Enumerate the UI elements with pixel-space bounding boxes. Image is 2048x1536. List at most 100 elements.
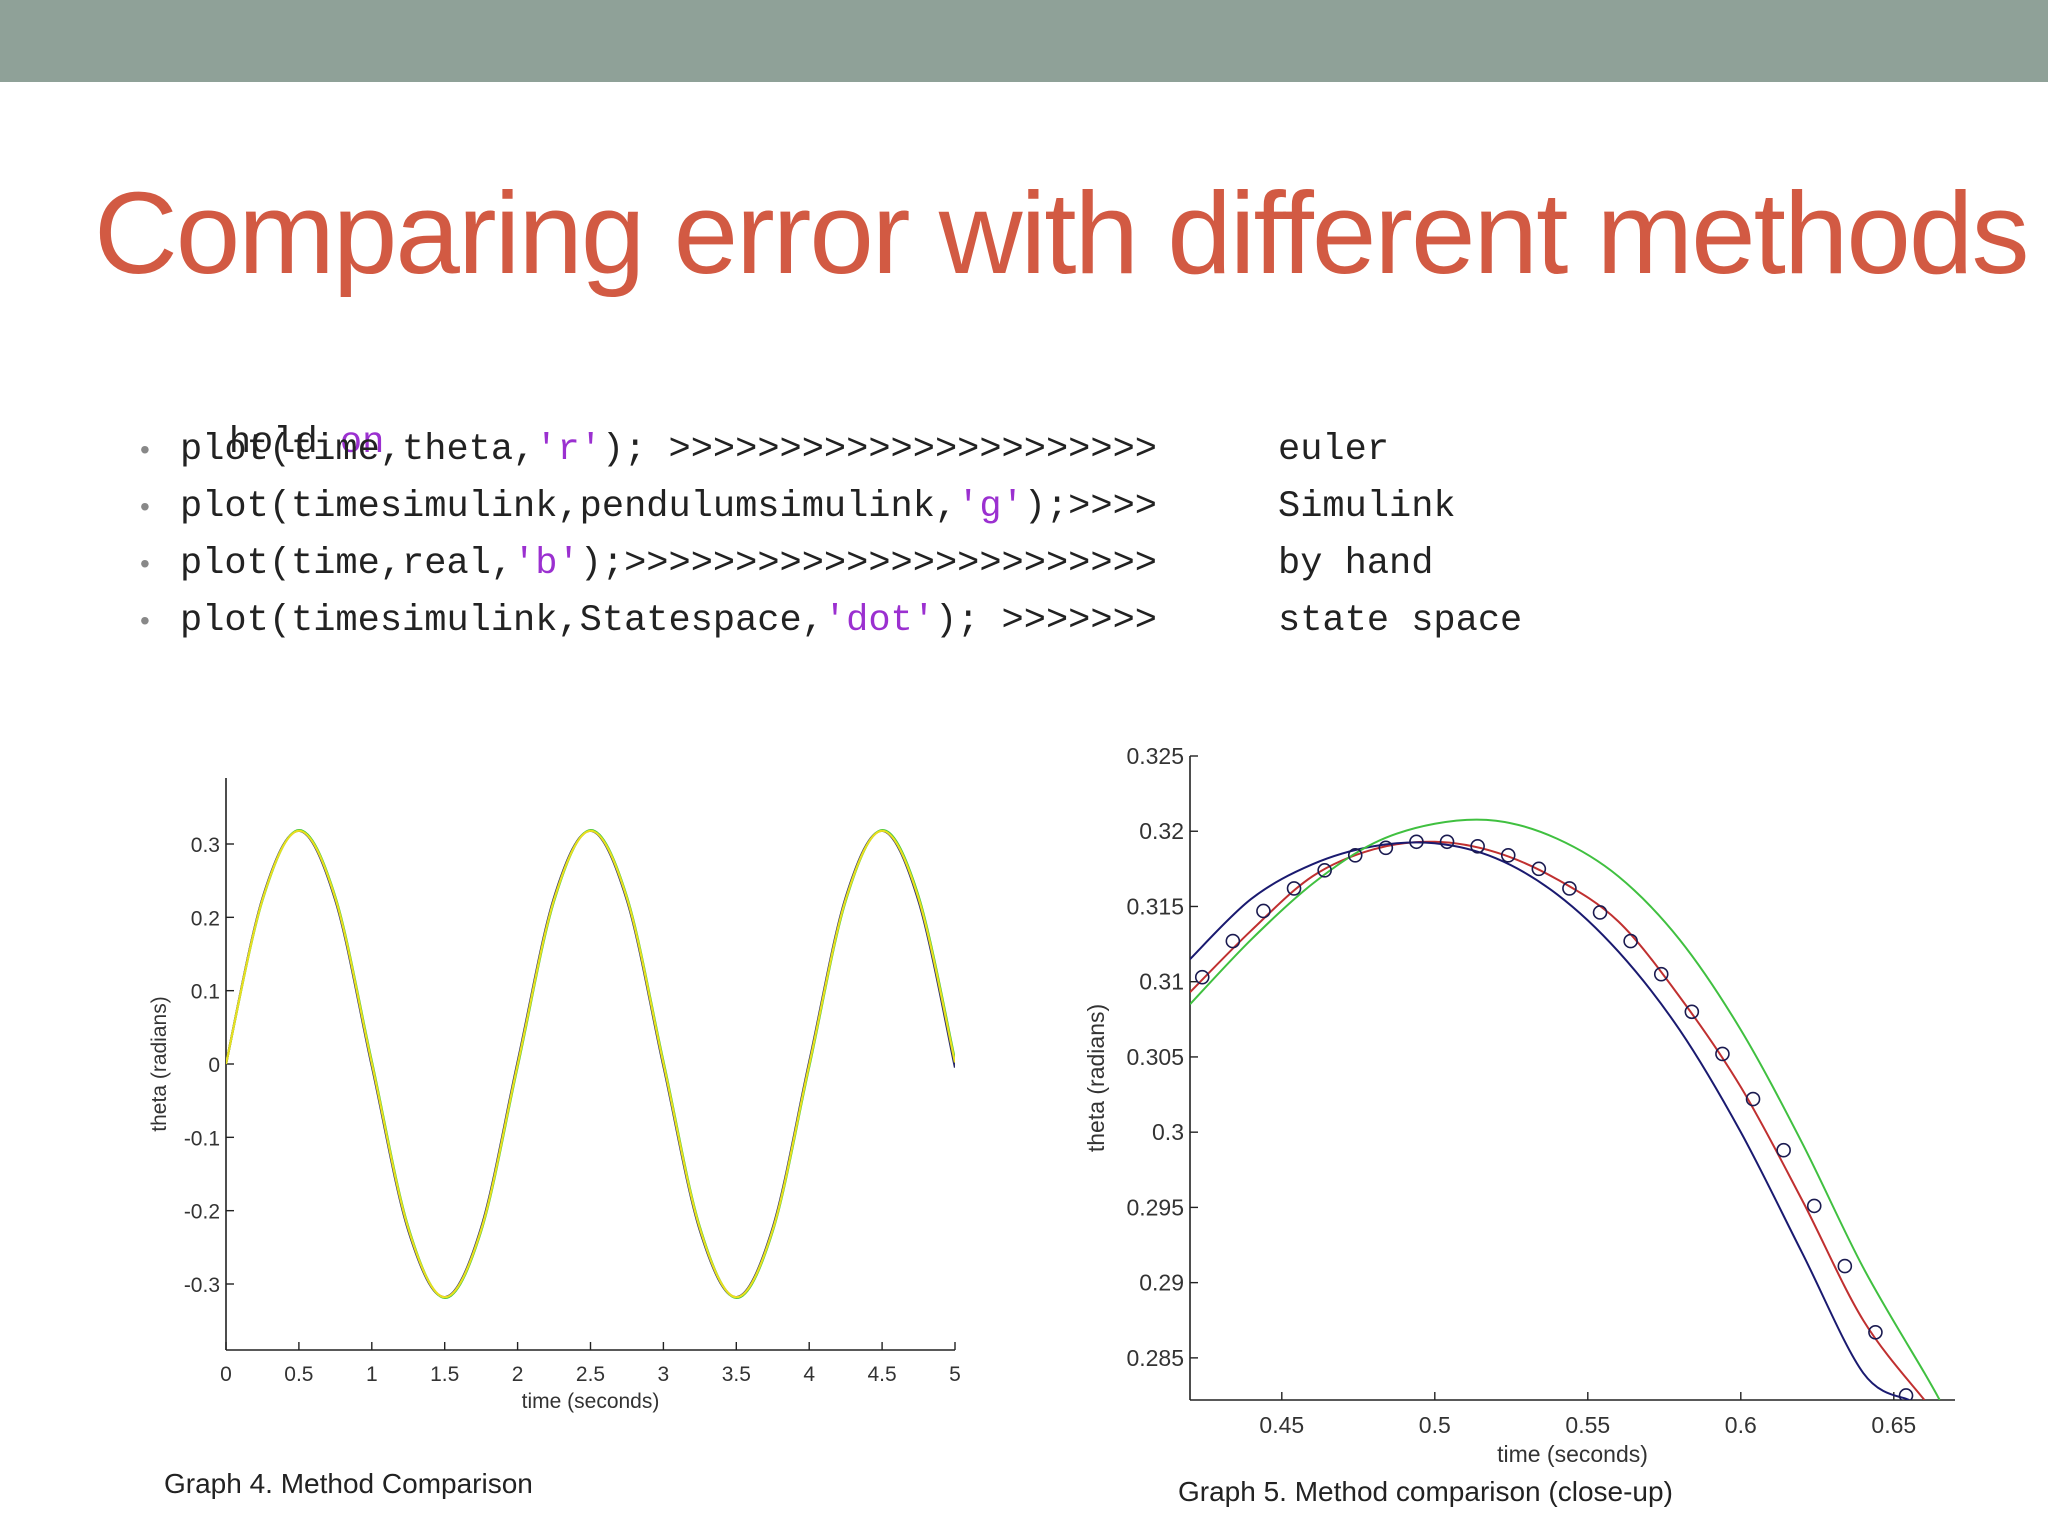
plot-area	[226, 828, 955, 1300]
command-suffix: ); >>>>>>>>>>>>>>>>>>>>>>	[601, 429, 1157, 471]
data-point-marker	[1745, 1091, 1761, 1107]
y-axis-label: theta (radians)	[148, 996, 171, 1131]
command-string-literal: 'b'	[513, 543, 580, 585]
code-line: • plot(timesimulink,Statespace,'dot'); >>…	[140, 596, 1740, 646]
plot-command: plot(timesimulink,Statespace,'dot'); >>>…	[180, 596, 1157, 646]
x-tick-label: 0	[220, 1363, 232, 1386]
command-string-literal: 'r'	[535, 429, 602, 471]
data-point-marker	[1684, 1004, 1700, 1020]
code-line-hold: hold on	[140, 368, 384, 464]
data-point-marker	[1562, 881, 1577, 896]
command-suffix: ); >>>>>>>	[934, 600, 1157, 642]
command-string-literal: 'dot'	[823, 600, 935, 642]
chart-method-comparison-closeup: 0.325 0.32 0.315 0.31 0.305 0.3 0.295 0.29 0.285…	[1083, 743, 1955, 1467]
data-point-marker	[1225, 933, 1241, 949]
data-point-marker	[1653, 966, 1669, 982]
bullet-icon: •	[140, 434, 150, 465]
data-point-marker	[1868, 1324, 1883, 1340]
x-tick-label: 1	[366, 1363, 378, 1386]
command-string-literal: 'g'	[957, 486, 1024, 528]
command-suffix: );>>>>>>>>>>>>>>>>>>>>>>>>	[579, 543, 1157, 585]
data-point-marker	[1715, 1046, 1730, 1062]
y-tick-label: 0.285	[1126, 1345, 1184, 1371]
caption-graph-5: Graph 5. Method comparison (close-up)	[1178, 1476, 1673, 1507]
data-point-marker	[1470, 838, 1485, 854]
y-tick-label: 0.325	[1126, 743, 1184, 769]
data-point-marker	[1409, 834, 1424, 850]
y-tick-label: 0.29	[1139, 1270, 1184, 1296]
method-label: by hand	[1278, 543, 1434, 585]
data-point-marker	[1531, 861, 1547, 877]
data-point-marker	[1194, 969, 1210, 985]
command-suffix: );>>>>	[1023, 486, 1157, 528]
hold-keyword: hold	[228, 422, 318, 464]
x-tick-label: 4	[803, 1363, 815, 1386]
x-tick-label: 3	[658, 1363, 670, 1386]
x-axis-label: time (seconds)	[522, 1390, 660, 1413]
y-tick-label: 0.305	[1126, 1044, 1184, 1070]
method-label: Simulink	[1278, 486, 1456, 528]
y-tick-label: 0.3	[1152, 1119, 1184, 1145]
data-point-marker	[1776, 1142, 1791, 1158]
x-tick-label: 0.55	[1565, 1412, 1610, 1438]
y-tick-label: 0.315	[1126, 893, 1184, 919]
chart-method-comparison: 0.3 0.2 0.1 0 -0.1 -0.2 -0.3 0 0.5 1 1.5 2 2.5 3 3.5 4 4…	[148, 778, 961, 1413]
x-tick-label: 0.5	[1419, 1412, 1451, 1438]
series-line	[226, 829, 955, 1299]
x-tick-label: 0.65	[1871, 1412, 1916, 1438]
x-tick-label: 4.5	[867, 1363, 896, 1386]
bullet-icon: •	[140, 605, 150, 636]
plot-command: plot(time,theta,'r'); >>>>>>>>>>>>>>>>>>…	[180, 425, 1157, 475]
x-tick-label: 3.5	[722, 1363, 751, 1386]
hold-on-keyword: on	[339, 422, 385, 464]
slide-title: Comparing error with different methods	[94, 168, 2029, 298]
caption-graph-4: Graph 4. Method Comparison	[164, 1468, 533, 1499]
data-point-marker	[1500, 848, 1516, 863]
plot-command: plot(timesimulink,pendulumsimulink,'g');…	[180, 482, 1157, 532]
series-line	[1190, 818, 1941, 1400]
data-point-marker	[1378, 840, 1394, 856]
y-tick-label: 0.1	[191, 981, 220, 1004]
command-text: plot(timesimulink,pendulumsimulink,	[180, 486, 958, 528]
series-line	[1190, 840, 1926, 1400]
y-tick-label: -0.3	[184, 1274, 220, 1297]
x-tick-label: 1.5	[430, 1363, 459, 1386]
y-tick-label: -0.1	[184, 1127, 220, 1150]
y-tick-label: -0.2	[184, 1201, 220, 1224]
y-tick-label: 0	[208, 1054, 220, 1077]
x-tick-label: 2	[512, 1363, 524, 1386]
top-banner	[0, 0, 2048, 82]
y-tick-label: 0.3	[191, 834, 220, 857]
x-axis-label: time (seconds)	[1497, 1441, 1648, 1467]
method-label: euler	[1278, 429, 1390, 471]
y-tick-label: 0.2	[191, 907, 220, 930]
x-tick-label: 0.6	[1725, 1412, 1757, 1438]
command-text: plot(time,real,	[180, 543, 514, 585]
y-axis-label: theta (radians)	[1083, 1004, 1109, 1152]
plot-area	[1190, 818, 1941, 1400]
y-tick-label: 0.295	[1126, 1194, 1184, 1220]
command-text: plot(time,theta,	[180, 429, 536, 471]
data-point-marker	[1317, 863, 1332, 878]
data-point-marker	[1898, 1388, 1914, 1400]
x-tick-label: 2.5	[576, 1363, 605, 1386]
data-point-marker	[1592, 905, 1608, 920]
data-point-marker	[1806, 1198, 1822, 1214]
data-point-marker	[1256, 903, 1271, 919]
plot-command: plot(time,real,'b');>>>>>>>>>>>>>>>>>>>>…	[180, 539, 1157, 589]
data-point-marker	[1347, 848, 1363, 863]
command-text: plot(timesimulink,Statespace,	[180, 600, 824, 642]
y-tick-label: 0.31	[1139, 969, 1184, 995]
code-line: • plot(time,theta,'r'); >>>>>>>>>>>>>>>>>…	[140, 425, 1740, 475]
data-point-marker	[1439, 834, 1455, 850]
bullet-icon: •	[140, 491, 150, 522]
data-point-marker	[1623, 933, 1638, 949]
x-tick-label: 0.45	[1259, 1412, 1304, 1438]
method-label: state space	[1278, 600, 1523, 642]
data-point-marker	[1837, 1258, 1853, 1274]
series-line	[1190, 841, 1910, 1400]
data-point-marker	[1286, 881, 1302, 896]
x-tick-label: 0.5	[284, 1363, 313, 1386]
code-line: • plot(timesimulink,pendulumsimulink,'g')…	[140, 482, 1740, 532]
